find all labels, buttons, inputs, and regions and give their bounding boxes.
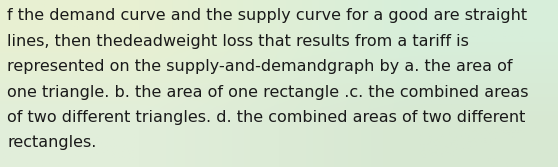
Text: one triangle. b. the area of one rectangle .c. the combined areas: one triangle. b. the area of one rectang… xyxy=(7,85,529,100)
Text: f the demand curve and the supply curve for a good are straight: f the demand curve and the supply curve … xyxy=(7,8,527,23)
Text: represented on the supply-and-demandgraph by a. the area of: represented on the supply-and-demandgrap… xyxy=(7,59,513,74)
Text: of two different triangles. d. the combined areas of two different: of two different triangles. d. the combi… xyxy=(7,110,526,125)
Text: lines, then thedeadweight loss that results from a tariff is: lines, then thedeadweight loss that resu… xyxy=(7,34,469,49)
Text: rectangles.: rectangles. xyxy=(7,135,97,150)
